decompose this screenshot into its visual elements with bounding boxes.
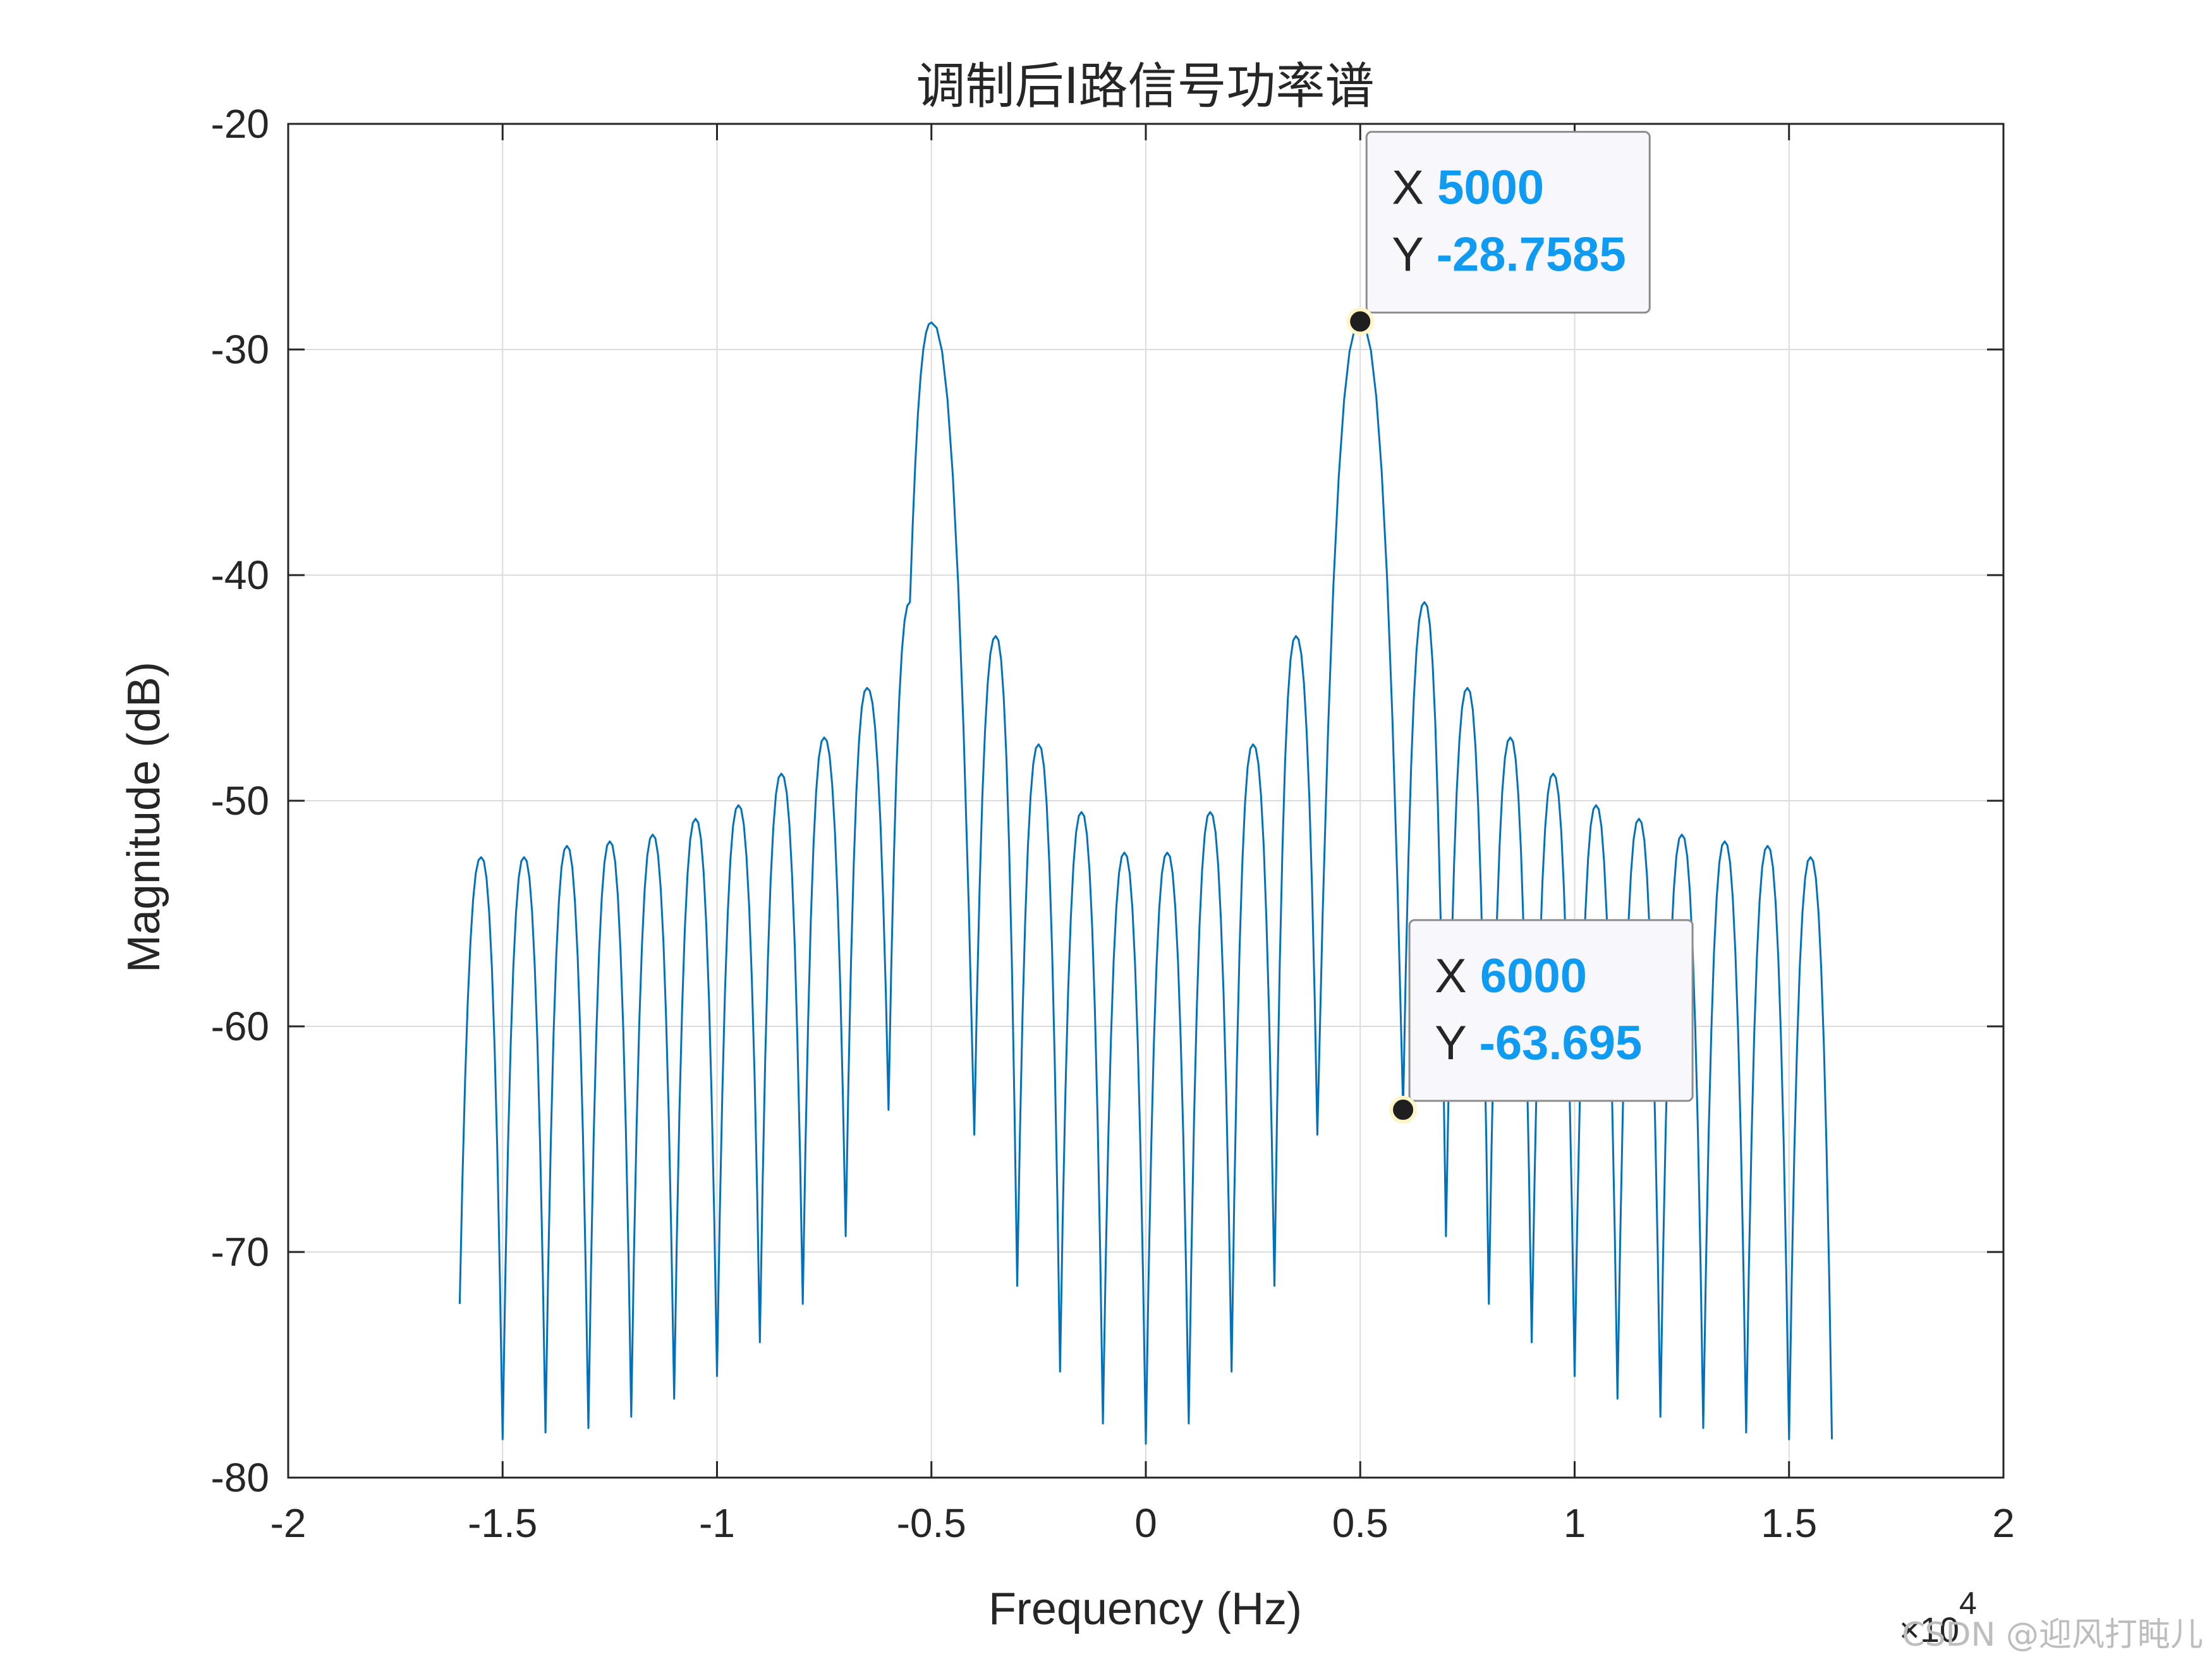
x-tick-label: -1.5 <box>468 1500 537 1546</box>
chart-title: 调制后I路信号功率谱 <box>916 58 1374 115</box>
x-tick-label: 1 <box>1564 1500 1586 1546</box>
datatip-x-key: X <box>1392 161 1437 215</box>
y-tick-label: -30 <box>211 327 270 372</box>
x-tick-label: -2 <box>270 1500 307 1546</box>
x-tick-label: -0.5 <box>897 1500 966 1546</box>
datatip-box <box>1365 131 1651 314</box>
watermark: CSDN @迎风打盹儿 <box>1902 1616 2203 1654</box>
y-tick-label: -40 <box>211 552 270 598</box>
x-axis-label: Frequency (Hz) <box>988 1584 1302 1634</box>
x-exponent-power: 4 <box>1959 1586 1977 1621</box>
y-tick-label: -50 <box>211 778 270 823</box>
y-tick-label: -70 <box>211 1229 270 1275</box>
datatip-marker[interactable] <box>1389 1095 1418 1124</box>
y-tick-label: -60 <box>211 1004 270 1049</box>
x-exponent-base: ×10 <box>1899 1610 1959 1650</box>
datatip-y-value: -28.7585 <box>1437 228 1626 282</box>
datatip-x-value: 5000 <box>1437 161 1544 215</box>
y-tick-label: -20 <box>211 101 270 147</box>
datatip-x-row: X 6000 <box>1435 949 1587 1003</box>
x-tick-label: 0.5 <box>1332 1500 1389 1546</box>
series-line <box>458 321 1833 1445</box>
x-tick-label: 1.5 <box>1761 1500 1817 1546</box>
y-axis: -20 -30 -40 -50 -60 -70 -80 <box>211 101 2003 1500</box>
x-axis: -2 -1.5 -1 -0.5 0 0.5 1 1.5 2 <box>270 124 2015 1546</box>
datatip-box <box>1408 919 1694 1102</box>
grid <box>288 123 2004 1478</box>
y-tick-label: -80 <box>211 1455 270 1500</box>
datatip-marker[interactable] <box>1346 307 1375 336</box>
datatip-x-key: X <box>1435 949 1480 1003</box>
x-exponent: ×104 <box>1899 1586 1977 1650</box>
datatip-y-row: Y -28.7585 <box>1392 228 1626 282</box>
x-tick-label: 2 <box>1992 1500 2015 1546</box>
y-axis-label: Magnitude (dB) <box>119 662 169 973</box>
datatip-y-row: Y -63.695 <box>1435 1016 1642 1070</box>
datatip-y-key: Y <box>1392 228 1436 282</box>
datatip-y-value: -63.695 <box>1480 1016 1643 1070</box>
datatip-x-row: X 5000 <box>1392 161 1544 215</box>
x-tick-label: 0 <box>1134 1500 1157 1546</box>
datatip-y-key: Y <box>1435 1016 1479 1070</box>
datatip-x-value: 6000 <box>1480 949 1587 1003</box>
x-tick-label: -1 <box>699 1500 735 1546</box>
